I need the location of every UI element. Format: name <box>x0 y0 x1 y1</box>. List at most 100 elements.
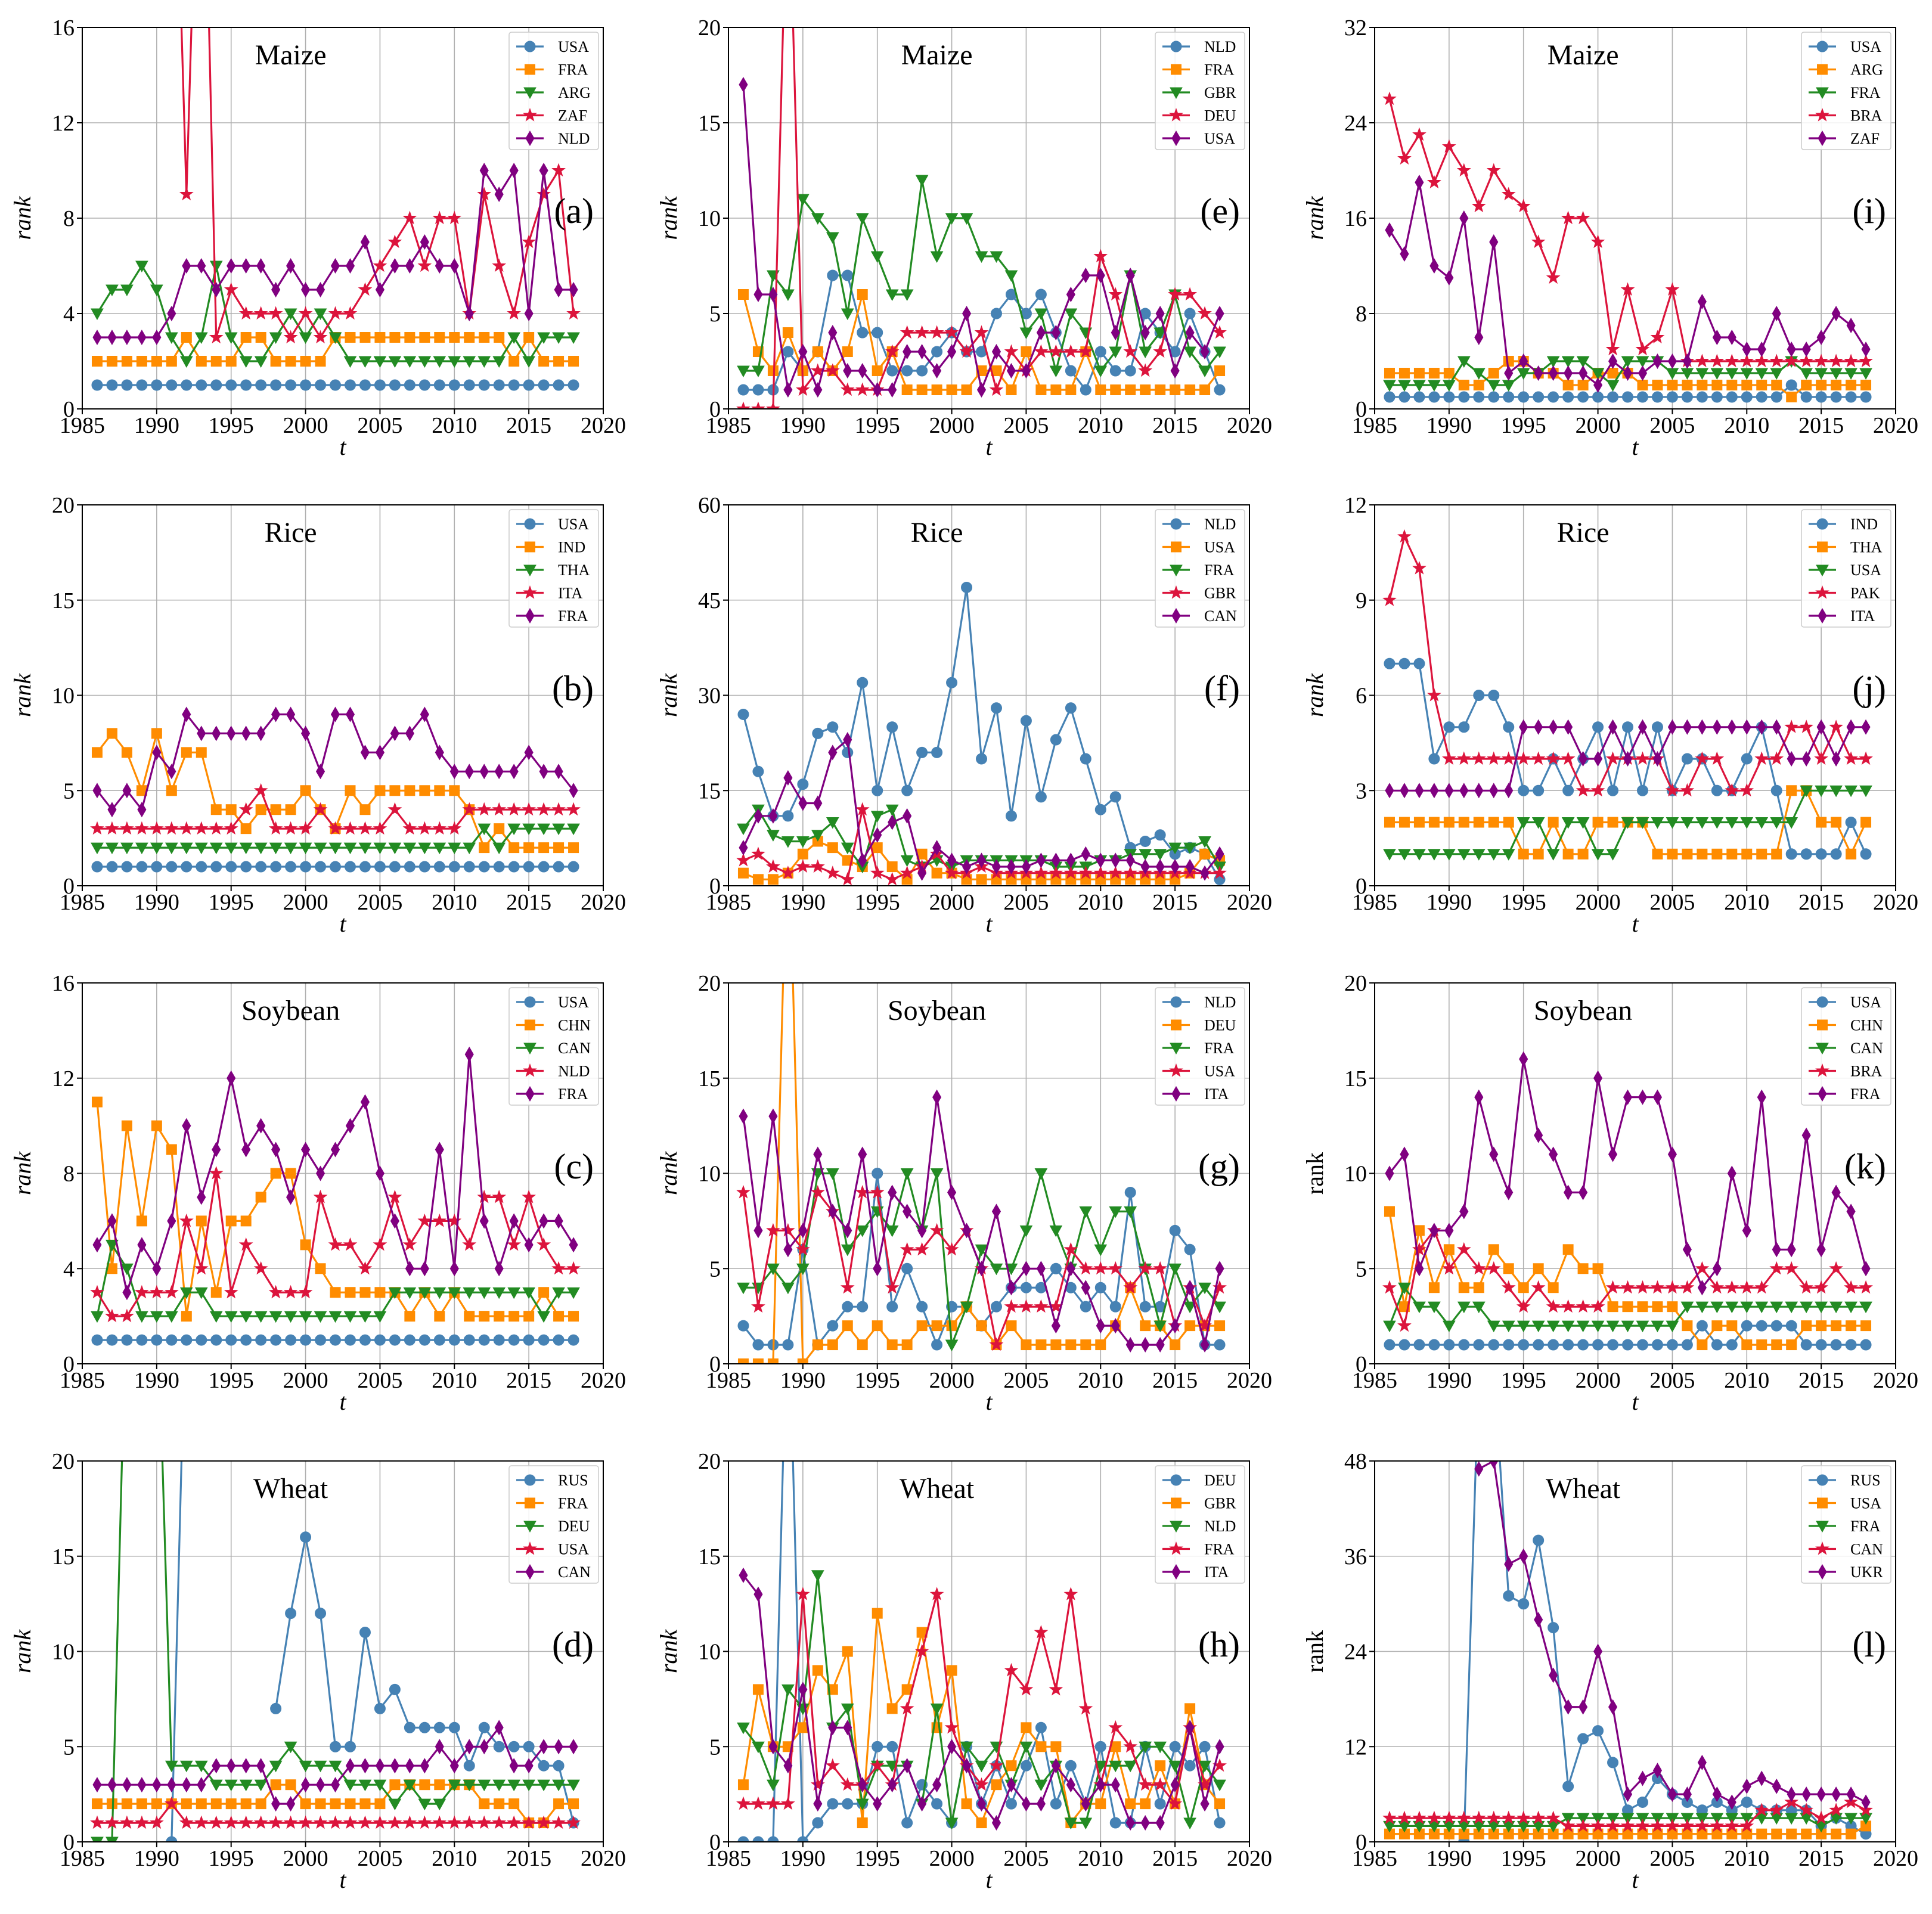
series-usa-point <box>1548 391 1559 403</box>
x-tick-label: 2010 <box>432 1368 477 1393</box>
series-ita-point <box>1021 1796 1031 1812</box>
series-nld-point <box>1153 1741 1167 1754</box>
series-fra-point <box>210 1798 222 1810</box>
series-fra-point <box>1531 1820 1545 1833</box>
series-chn-point <box>1771 1339 1782 1351</box>
series-nld-point <box>1213 1779 1226 1792</box>
legend-label: FRA <box>558 1495 588 1512</box>
series-fra-point <box>811 830 824 842</box>
series-usa-point <box>1800 785 1813 798</box>
series-usa-point <box>374 861 386 873</box>
series-gbr-point <box>872 1608 883 1619</box>
series-ind-point <box>1845 817 1857 828</box>
series-fra-point <box>1153 1777 1167 1791</box>
series-zaf-point <box>1459 210 1469 226</box>
series-can-point <box>107 1777 117 1793</box>
series-arg-point <box>1831 380 1842 390</box>
series-deu-point <box>328 1760 342 1773</box>
series-usa-point <box>1592 391 1604 403</box>
panel-label: (b) <box>552 669 594 708</box>
series-tha-point <box>254 842 268 855</box>
series-fra-point <box>1049 1682 1063 1696</box>
series-rus-point <box>538 1760 550 1772</box>
series-usa-point <box>1800 391 1812 403</box>
series-usa-point <box>752 874 764 885</box>
series-ita-point <box>1459 783 1469 799</box>
series-fra-point <box>1474 1089 1484 1105</box>
series-can-point <box>1770 1301 1784 1314</box>
series-fra-point <box>1546 356 1560 368</box>
series-can-point <box>241 1758 251 1774</box>
series-can-point <box>1800 1301 1813 1314</box>
series-fra-point <box>737 823 750 836</box>
series-usa-point <box>737 867 749 879</box>
series-nld-point <box>827 1320 839 1332</box>
series-ita-point <box>358 821 373 835</box>
series-pak-point <box>1590 783 1605 797</box>
series-usa-point <box>944 1242 959 1256</box>
series-fra-point <box>285 356 296 367</box>
x-axis-label: t <box>1632 910 1639 937</box>
series-bra-point <box>1561 210 1576 225</box>
series-rus-point <box>1518 1598 1530 1610</box>
y-tick-label: 5 <box>63 778 75 804</box>
series-deu-point <box>433 1798 446 1811</box>
x-tick-label: 2020 <box>1227 890 1272 915</box>
series-usa-point <box>448 1334 460 1346</box>
series-ind-point <box>389 785 401 796</box>
series-usa-point <box>121 379 133 391</box>
x-tick-label: 2005 <box>1649 413 1695 438</box>
series-usa-point <box>1428 849 1441 861</box>
series-ita-point <box>1727 719 1736 735</box>
series-fra-point <box>1623 1089 1633 1105</box>
series-can-point <box>448 1287 461 1299</box>
y-tick-label: 16 <box>52 971 75 996</box>
series-usa-point <box>1384 391 1395 403</box>
series-fra-point <box>946 384 957 395</box>
series-fra-point <box>1608 1146 1618 1162</box>
series-usa-point <box>255 1334 267 1346</box>
series-can-point <box>1471 1810 1486 1825</box>
series-can-point <box>165 1311 178 1323</box>
series-bra-point <box>1412 1242 1426 1256</box>
series-ita-point <box>1200 1337 1210 1353</box>
series-ukr-point <box>1608 1699 1618 1715</box>
series-fra-point <box>508 1798 520 1810</box>
legend-box <box>508 987 599 1106</box>
series-chn-point <box>1726 1320 1738 1332</box>
y-tick-label: 5 <box>709 302 721 327</box>
series-usa-point <box>1576 817 1590 829</box>
series-gbr-point <box>737 365 750 378</box>
legend-label: GBR <box>1204 585 1236 602</box>
series-fra-point <box>151 1798 162 1810</box>
series-rus-point <box>404 1721 415 1733</box>
legend-marker <box>523 585 537 599</box>
series-usa-point <box>1666 391 1678 403</box>
series-fra-point <box>1079 1206 1093 1218</box>
series-pak-point <box>1784 719 1799 733</box>
series-usa-point <box>1860 391 1872 403</box>
series-usa-point <box>285 861 297 873</box>
series-gbr-point <box>946 1665 957 1676</box>
series-nld-point <box>343 1237 358 1251</box>
series-usa-point <box>448 861 460 873</box>
series-usa-point <box>1428 1339 1440 1351</box>
series-usa-point <box>1606 849 1620 861</box>
series-usa-point <box>359 1334 371 1346</box>
series-can-point <box>197 1777 206 1793</box>
series-gbr-point <box>1094 365 1108 378</box>
series-can-point <box>1457 1301 1471 1314</box>
series-nld-point <box>1214 1339 1226 1351</box>
series-fra-point <box>825 1758 840 1772</box>
series-deu-point <box>886 1339 898 1351</box>
series-pak-point <box>1754 751 1769 765</box>
series-fra-point <box>840 1777 855 1791</box>
panel-title: Maize <box>255 39 327 71</box>
series-zaf-point <box>1593 377 1603 393</box>
series-ita-point <box>537 802 551 816</box>
series-usa-point <box>1622 1339 1634 1351</box>
series-usa-point <box>567 861 579 873</box>
series-bra-point <box>1561 1299 1576 1313</box>
series-ukr-point <box>1861 1794 1871 1810</box>
